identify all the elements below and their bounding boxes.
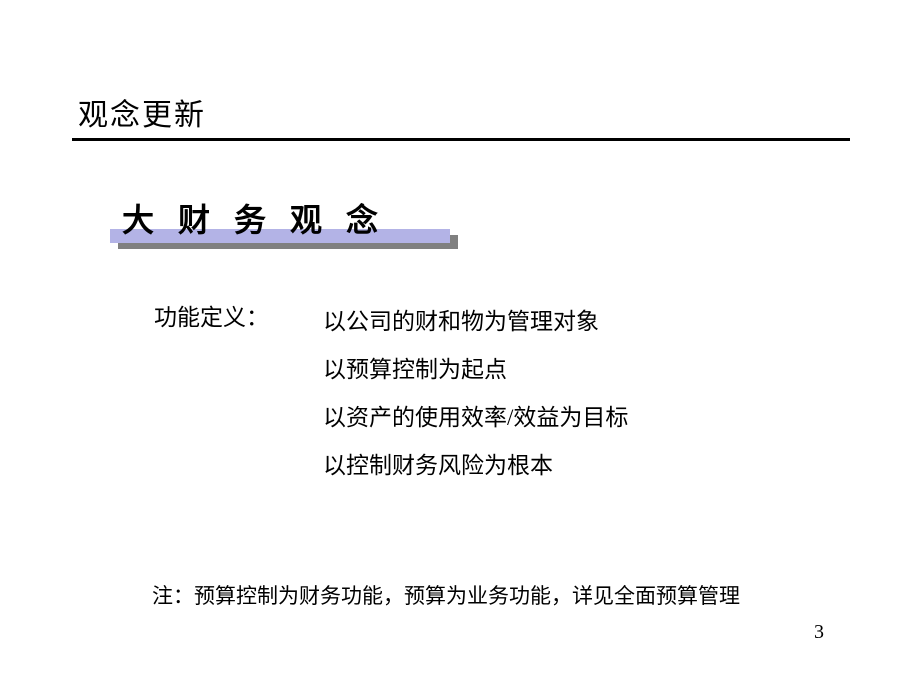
definition-line: 以预算控制为起点: [323, 346, 628, 394]
definition-lines: 以公司的财和物为管理对象 以预算控制为起点 以资产的使用效率/效益为目标 以控制…: [323, 298, 628, 490]
footnote: 注：预算控制为财务功能，预算为业务功能，详见全面预算管理: [152, 580, 740, 610]
subtitle-block: 大财务观念: [110, 195, 450, 255]
subtitle-text: 大财务观念: [122, 195, 402, 241]
definition-line: 以控制财务风险为根本: [323, 442, 628, 490]
page-number: 3: [814, 621, 824, 644]
definition-label: 功能定义：: [154, 298, 269, 332]
page-title: 观念更新: [78, 90, 206, 134]
definition-line: 以公司的财和物为管理对象: [323, 298, 628, 346]
definition-line: 以资产的使用效率/效益为目标: [323, 394, 628, 442]
title-divider: [72, 138, 850, 141]
